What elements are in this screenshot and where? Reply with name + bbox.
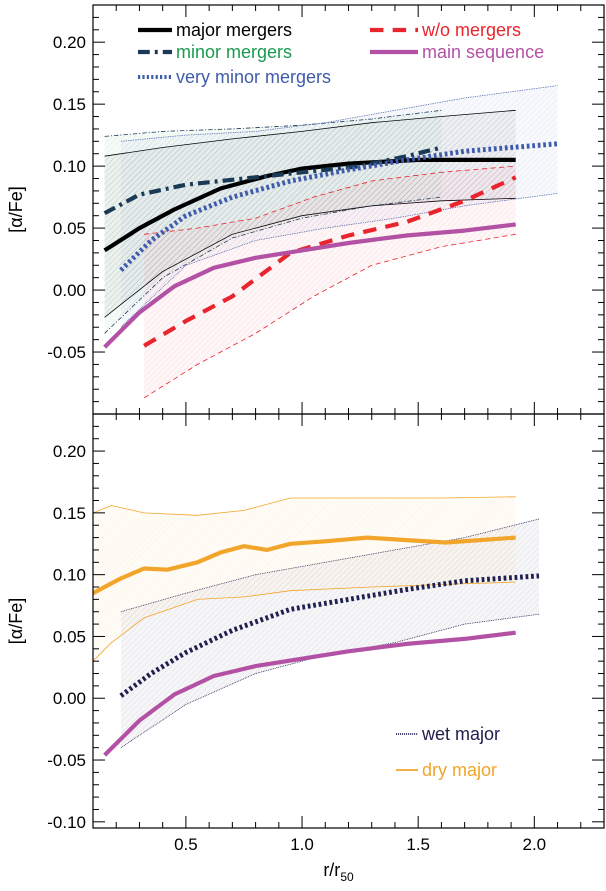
y-tick-label: 0.20 xyxy=(53,33,86,52)
series-line-wet-major xyxy=(119,573,540,698)
y-axis-label: [α/Fe] xyxy=(6,186,26,232)
band-edge-lower xyxy=(143,233,516,399)
x-tick-label: 0.5 xyxy=(174,835,198,854)
band-w-o-mergers xyxy=(144,166,516,398)
x-axis-label: r/r50 xyxy=(323,860,354,884)
series-line-very-minor-mergers xyxy=(119,141,558,272)
band-edge-upper xyxy=(104,109,442,137)
y-tick-label: -0.05 xyxy=(47,751,86,770)
y-tick-label: -0.10 xyxy=(47,813,86,832)
x-axis-label-subscript: 50 xyxy=(340,870,354,884)
legend-label: wet major xyxy=(421,724,500,744)
y-tick-label: 0.15 xyxy=(53,95,86,114)
y-tick-label: 0.05 xyxy=(53,219,86,238)
series-line-major-mergers xyxy=(103,157,516,253)
series-line-minor-mergers xyxy=(103,145,442,216)
y-axis-label: [α/Fe] xyxy=(6,598,26,644)
y-tick-label: 0.15 xyxy=(53,504,86,523)
x-tick-label: 1.0 xyxy=(290,835,314,854)
plot-area xyxy=(93,496,540,757)
legend-label: major mergers xyxy=(176,20,292,40)
series-line-main-sequence xyxy=(103,222,516,349)
y-tick-label: 0.20 xyxy=(53,442,86,461)
x-tick-label: 2.0 xyxy=(522,835,546,854)
legend-label: minor mergers xyxy=(176,42,292,62)
legend-label: main sequence xyxy=(422,42,544,62)
bottom-panel: -0.10 -0.05 0.00 0.05 0.10 0.15 0.20 [α/Fe] 0.5 1… xyxy=(6,413,605,884)
plot-area xyxy=(103,85,558,399)
y-tick-label: 0.10 xyxy=(53,157,86,176)
legend-label: dry major xyxy=(422,760,497,780)
top-panel: -0.05 0.00 0.05 0.10 0.15 0.20 [α/Fe] major mer… xyxy=(6,4,605,415)
series-line-w-o-mergers xyxy=(143,175,517,348)
legend-label: very minor mergers xyxy=(176,67,331,87)
series-line-dry-major xyxy=(93,535,516,596)
y-tick-label: 0.00 xyxy=(53,689,86,708)
y-tick-label: 0.10 xyxy=(53,566,86,585)
band-edge-lower xyxy=(120,613,540,749)
band-edge-upper xyxy=(144,165,516,235)
y-tick-label: 0.00 xyxy=(53,281,86,300)
band-edge-upper xyxy=(93,496,516,516)
y-tick-label: -0.05 xyxy=(47,343,86,362)
series-line-main-sequence xyxy=(103,630,516,757)
legend-label: w/o mergers xyxy=(421,20,521,40)
x-tick-label: 1.5 xyxy=(406,835,430,854)
band-edge-upper xyxy=(120,85,558,142)
band-dry-major xyxy=(93,496,516,662)
y-tick-label: 0.05 xyxy=(53,627,86,646)
